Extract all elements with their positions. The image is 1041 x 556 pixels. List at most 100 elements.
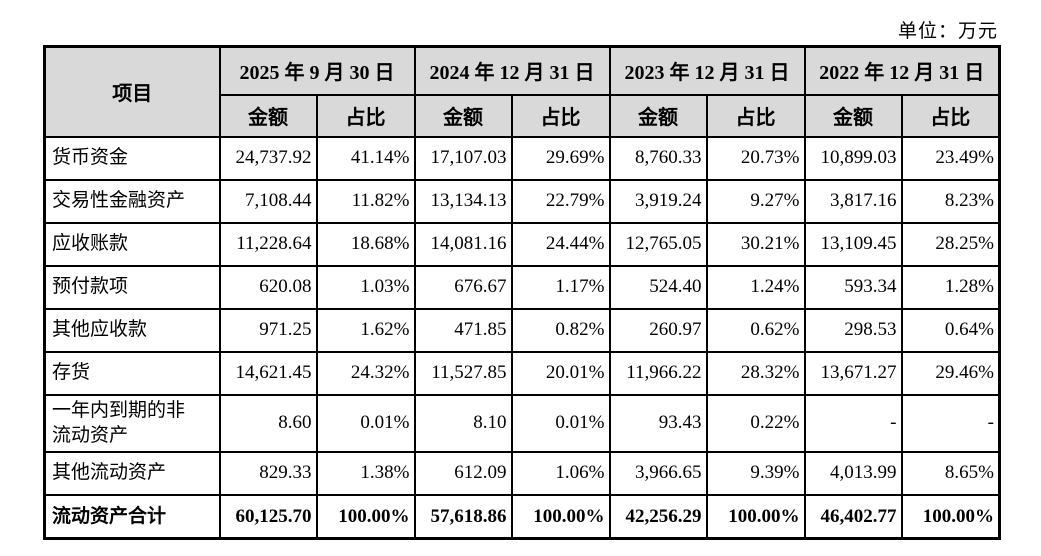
ratio-cell: 8.23% (900, 178, 1001, 224)
amount-cell: 4,013.99 (803, 450, 903, 496)
table-row: 应收账款 11,228.64 18.68% 14,081.16 24.44% 12,765… (43, 221, 1001, 267)
ratio-cell: 9.27% (705, 178, 806, 224)
ratio-cell: 1.38% (315, 450, 416, 496)
amount-cell: 471.85 (413, 307, 513, 353)
ratio-cell: 24.32% (315, 350, 416, 396)
ratio-cell: 1.28% (900, 264, 1001, 310)
ratio-cell: 0.62% (705, 307, 806, 353)
table-row: 预付款项 620.08 1.03% 676.67 1.17% 524.40 1.24% 593… (43, 264, 1001, 310)
ratio-cell: 1.06% (510, 450, 611, 496)
amount-cell: 298.53 (803, 307, 903, 353)
ratio-cell: 29.46% (900, 350, 1001, 396)
amount-cell: 8.60 (218, 393, 318, 453)
ratio-cell: 18.68% (315, 221, 416, 267)
ratio-header: 占比 (315, 93, 416, 138)
period-header-2022: 2022 年 12 月 31 日 (803, 45, 1001, 96)
amount-cell: 57,618.86 (413, 493, 513, 540)
amount-cell: 13,134.13 (413, 178, 513, 224)
amount-cell: 10,899.03 (803, 135, 903, 181)
amount-cell: 14,081.16 (413, 221, 513, 267)
amount-cell: 46,402.77 (803, 493, 903, 540)
ratio-cell: 1.24% (705, 264, 806, 310)
ratio-cell: 22.79% (510, 178, 611, 224)
amount-cell: 593.34 (803, 264, 903, 310)
table-row: 一年内到期的非流动资产 8.60 0.01% 8.10 0.01% 93.43 0.22% -… (43, 393, 1001, 453)
ratio-cell: 11.82% (315, 178, 416, 224)
row-label: 存货 (43, 350, 221, 396)
ratio-cell: 0.01% (510, 393, 611, 453)
ratio-cell: 41.14% (315, 135, 416, 181)
table-row: 其他流动资产 829.33 1.38% 612.09 1.06% 3,966.65 9.39… (43, 450, 1001, 496)
row-label: 流动资产合计 (43, 493, 221, 540)
amount-header: 金额 (803, 93, 903, 138)
ratio-cell: 23.49% (900, 135, 1001, 181)
row-label: 货币资金 (43, 135, 221, 181)
item-column-header: 项目 (43, 45, 221, 138)
table-header-subcolumns: 金额 占比 金额 占比 金额 占比 金额 占比 (45, 93, 1001, 138)
amount-cell: 93.43 (608, 393, 708, 453)
table-row: 货币资金 24,737.92 41.14% 17,107.03 29.69% 8,760.… (43, 135, 1001, 181)
ratio-cell: 0.22% (705, 393, 806, 453)
period-header-2024: 2024 年 12 月 31 日 (413, 45, 611, 96)
amount-cell: 676.67 (413, 264, 513, 310)
amount-cell: 3,817.16 (803, 178, 903, 224)
row-label: 其他流动资产 (43, 450, 221, 496)
row-label: 交易性金融资产 (43, 178, 221, 224)
amount-header: 金额 (413, 93, 513, 138)
amount-cell: 620.08 (218, 264, 318, 310)
amount-cell: 14,621.45 (218, 350, 318, 396)
amount-cell: 42,256.29 (608, 493, 708, 540)
amount-cell: 13,109.45 (803, 221, 903, 267)
table-row: 存货 14,621.45 24.32% 11,527.85 20.01% 11,966.2… (43, 350, 1001, 396)
table-row: 其他应收款 971.25 1.62% 471.85 0.82% 260.97 0.62% 29… (43, 307, 1001, 353)
ratio-header: 占比 (705, 93, 806, 138)
amount-cell: 829.33 (218, 450, 318, 496)
row-label: 一年内到期的非流动资产 (43, 393, 221, 453)
ratio-cell: 100.00% (900, 493, 1001, 540)
amount-header: 金额 (218, 93, 318, 138)
period-header-2023: 2023 年 12 月 31 日 (608, 45, 806, 96)
table-row: 流动资产合计 60,125.70 100.00% 57,618.86 100.00% 42… (43, 493, 1001, 540)
amount-cell: 7,108.44 (218, 178, 318, 224)
ratio-cell: 100.00% (510, 493, 611, 540)
amount-cell: 11,966.22 (608, 350, 708, 396)
amount-cell: 3,966.65 (608, 450, 708, 496)
amount-cell: 612.09 (413, 450, 513, 496)
ratio-cell: 100.00% (705, 493, 806, 540)
ratio-cell: 1.17% (510, 264, 611, 310)
amount-cell: - (803, 393, 903, 453)
row-label: 其他应收款 (43, 307, 221, 353)
ratio-cell: 0.01% (315, 393, 416, 453)
ratio-cell: 28.25% (900, 221, 1001, 267)
ratio-header: 占比 (510, 93, 611, 138)
amount-cell: 260.97 (608, 307, 708, 353)
ratio-cell: 100.00% (315, 493, 416, 540)
row-label: 应收账款 (43, 221, 221, 267)
period-header-2025: 2025 年 9 月 30 日 (218, 45, 416, 96)
amount-cell: 17,107.03 (413, 135, 513, 181)
unit-label: 单位：万元 (897, 21, 998, 42)
row-label: 预付款项 (43, 264, 221, 310)
ratio-cell: 1.03% (315, 264, 416, 310)
ratio-header: 占比 (900, 93, 1001, 138)
amount-cell: 971.25 (218, 307, 318, 353)
amount-cell: 8,760.33 (608, 135, 708, 181)
amount-cell: 11,527.85 (413, 350, 513, 396)
ratio-cell: 0.82% (510, 307, 611, 353)
ratio-cell: 1.62% (315, 307, 416, 353)
amount-cell: 524.40 (608, 264, 708, 310)
amount-header: 金额 (608, 93, 708, 138)
ratio-cell: 8.65% (900, 450, 1001, 496)
current-assets-table: 项目 2025 年 9 月 30 日 2024 年 12 月 31 日 2023… (43, 45, 1001, 541)
amount-cell: 24,737.92 (218, 135, 318, 181)
ratio-cell: - (900, 393, 1001, 453)
amount-cell: 8.10 (413, 393, 513, 453)
ratio-cell: 29.69% (510, 135, 611, 181)
table-row: 交易性金融资产 7,108.44 11.82% 13,134.13 22.79% 3,91… (43, 178, 1001, 224)
amount-cell: 12,765.05 (608, 221, 708, 267)
ratio-cell: 30.21% (705, 221, 806, 267)
ratio-cell: 24.44% (510, 221, 611, 267)
ratio-cell: 20.73% (705, 135, 806, 181)
amount-cell: 13,671.27 (803, 350, 903, 396)
